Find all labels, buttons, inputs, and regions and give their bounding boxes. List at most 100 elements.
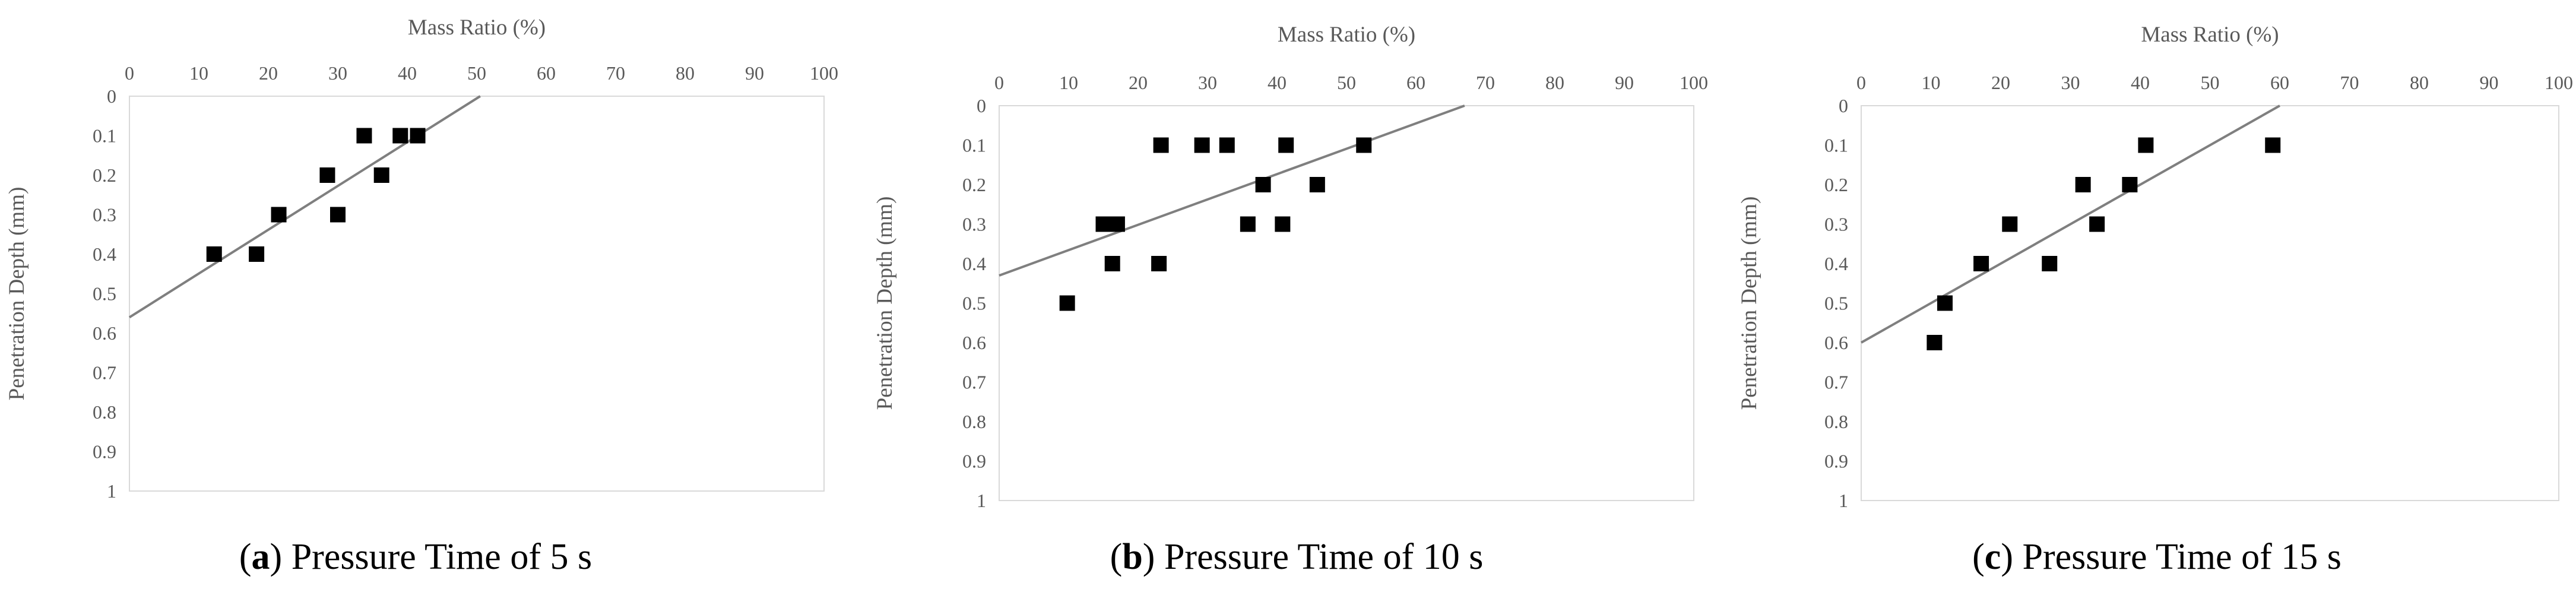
data-point	[1937, 295, 1953, 311]
y-tick-label: 0.6	[1824, 332, 1848, 353]
y-axis-title: Penetration Depth (mm)	[873, 197, 897, 410]
y-tick-label: 0.5	[962, 293, 986, 314]
panel-caption: (b) Pressure Time of 10 s	[1110, 537, 1484, 577]
x-tick-label: 70	[1476, 72, 1495, 93]
y-tick-label: 0	[107, 86, 116, 107]
plot-area	[999, 105, 1694, 501]
plot-area	[1861, 105, 2559, 501]
y-tick-label: 1	[977, 490, 986, 511]
y-tick-label: 0.2	[962, 174, 986, 195]
x-tick-label: 100	[2545, 72, 2573, 93]
x-tick-label: 80	[1545, 72, 1564, 93]
data-point	[356, 128, 372, 144]
x-tick-label: 50	[467, 62, 486, 84]
data-point	[1255, 177, 1271, 192]
x-tick-label: 90	[1615, 72, 1634, 93]
y-tick-label: 0.3	[1824, 214, 1848, 235]
data-point	[1309, 177, 1325, 192]
y-tick-label: 0.4	[1824, 253, 1848, 274]
panel-caption: (a) Pressure Time of 5 s	[239, 537, 592, 577]
data-point	[1927, 335, 1943, 350]
data-point	[1151, 256, 1167, 271]
x-tick-label: 40	[398, 62, 417, 84]
x-tick-label: 30	[2061, 72, 2080, 93]
y-tick-label: 0	[977, 95, 986, 116]
panel-letter: c	[1985, 537, 2001, 577]
x-tick-label: 100	[810, 62, 838, 84]
x-tick-label: 50	[2201, 72, 2220, 93]
x-tick-label: 80	[2410, 72, 2429, 93]
x-axis-title: Mass Ratio (%)	[2141, 23, 2279, 47]
x-tick-label: 60	[537, 62, 556, 84]
y-tick-label: 0.7	[93, 362, 116, 384]
x-tick-label: 20	[1991, 72, 2010, 93]
y-tick-label: 0.6	[962, 332, 986, 353]
x-tick-label: 40	[2131, 72, 2150, 93]
x-tick-label: 10	[189, 62, 208, 84]
y-tick-label: 0.1	[93, 125, 116, 147]
data-point	[1356, 137, 1372, 153]
chart-panel-a: 0 10 20 30 40 50 60 70 80 90 100 0 0.1 0.2 0.3 0.4 0.5 0.…	[5, 15, 838, 577]
x-tick-label: 80	[676, 62, 695, 84]
y-axis-title: Penetration Depth (mm)	[1737, 197, 1761, 410]
x-tick-label: 0	[994, 72, 1004, 93]
trendline	[999, 104, 1465, 277]
panel-letter: a	[252, 537, 270, 577]
data-point	[373, 167, 389, 183]
data-point	[1109, 216, 1125, 232]
panel-letter: b	[1122, 537, 1142, 577]
y-axis-title: Penetration Depth (mm)	[5, 187, 29, 401]
chart-panel-b: 0 10 20 30 40 50 60 70 80 90 100 0 0.1 0.2 0.3 0.4 0.5 0.…	[873, 23, 1708, 577]
y-tick-label: 0.2	[1824, 174, 1848, 195]
x-tick-label: 0	[1856, 72, 1866, 93]
y-tick-label: 1	[1839, 490, 1848, 511]
y-tick-label: 0.9	[1824, 451, 1848, 472]
y-tick-label: 0	[1839, 95, 1848, 116]
y-tick-label: 0.8	[962, 411, 986, 432]
data-point	[2265, 137, 2281, 153]
x-tick-label: 70	[2340, 72, 2359, 93]
y-tick-label: 0.4	[962, 253, 986, 274]
y-tick-label: 0.7	[962, 372, 986, 393]
y-tick-label: 1	[107, 480, 116, 502]
y-tick-label: 0.1	[962, 135, 986, 156]
y-tick-label: 0.8	[1824, 411, 1848, 432]
x-tick-label: 30	[328, 62, 347, 84]
y-tick-label: 0.4	[93, 243, 116, 265]
x-tick-label: 100	[1680, 72, 1708, 93]
data-point	[1059, 295, 1075, 311]
plot-area	[129, 96, 825, 492]
data-point	[271, 207, 287, 223]
x-tick-label: 20	[259, 62, 278, 84]
data-point	[1275, 216, 1291, 232]
data-point	[1194, 137, 1210, 153]
data-point	[1219, 137, 1235, 153]
data-point	[2042, 256, 2058, 271]
panel-caption: (c) Pressure Time of 15 s	[1972, 537, 2341, 577]
data-point	[2002, 216, 2018, 232]
data-point	[410, 128, 426, 144]
x-tick-label: 20	[1129, 72, 1148, 93]
panel-caption-text: Pressure Time of 10 s	[1164, 537, 1483, 577]
x-tick-label: 50	[1337, 72, 1356, 93]
x-tick-label: 10	[1922, 72, 1941, 93]
y-tick-label: 0.3	[962, 214, 986, 235]
panel-caption-text: Pressure Time of 5 s	[291, 537, 592, 577]
data-point	[1240, 216, 1256, 232]
data-point	[2122, 177, 2138, 192]
x-tick-label: 90	[2480, 72, 2499, 93]
x-tick-label: 40	[1268, 72, 1287, 93]
data-point	[1095, 216, 1111, 232]
x-tick-label: 90	[745, 62, 764, 84]
y-tick-label: 0.8	[93, 401, 116, 423]
x-tick-label: 60	[2270, 72, 2289, 93]
data-point	[319, 167, 335, 183]
y-tick-label: 0.7	[1824, 372, 1848, 393]
trendline	[1861, 104, 2280, 344]
y-tick-label: 0.9	[93, 441, 116, 463]
x-tick-label: 30	[1198, 72, 1217, 93]
data-point	[1278, 137, 1294, 153]
y-tick-label: 0.1	[1824, 135, 1848, 156]
data-point	[2138, 137, 2154, 153]
